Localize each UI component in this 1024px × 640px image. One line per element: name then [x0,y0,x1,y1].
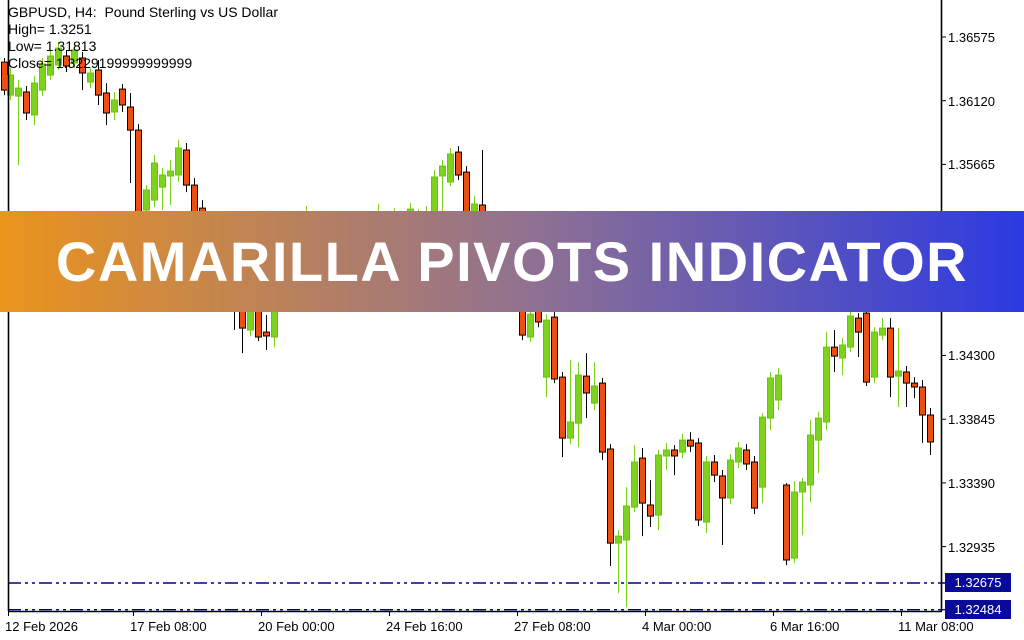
candle [143,185,150,215]
candle [863,310,870,386]
candle [831,330,838,372]
candle [63,50,70,72]
candle [671,445,678,476]
candle [159,168,166,210]
indicator-high-value: High= 1.3251 [8,21,92,37]
banner-title: CAMARILLA PIVOTS INDICATOR [55,230,969,293]
candle [743,444,750,470]
candle [919,380,926,443]
candle [807,420,814,503]
candle [463,166,470,217]
indicator-low-value: Low= 1.31813 [8,38,97,54]
candle [751,456,758,515]
candle [839,338,846,376]
candle [55,42,62,70]
candle [127,93,134,183]
candle [911,377,918,399]
candle [95,60,102,105]
candle [151,155,158,208]
candle [799,478,806,536]
candle [895,328,902,407]
candle [79,52,86,91]
candle [31,76,38,126]
chart-title: GBPUSD, H4: Pound Sterling vs US Dollar [8,4,278,20]
candle [695,438,702,526]
candle [871,327,878,384]
candle [183,143,190,193]
candle [167,160,174,205]
candle [111,92,118,120]
candle [639,448,646,537]
candle [927,408,934,455]
candle [607,444,614,566]
candle [847,311,854,352]
axis-ticks [8,36,946,616]
candle [735,442,742,469]
candle [71,45,78,69]
candle [103,83,110,126]
camarilla-banner: CAMARILLA PIVOTS INDICATOR [0,211,1024,312]
candle [87,68,94,89]
candle [823,332,830,431]
candle [903,366,910,407]
candle [447,148,454,187]
candle [1,58,8,96]
candle [783,483,790,566]
candle [591,362,598,411]
candle [263,315,270,350]
candle [623,487,630,608]
candle [47,50,54,80]
candle [855,313,862,357]
candle [775,368,782,411]
candle [175,140,182,182]
candle [687,432,694,453]
candle [575,362,582,448]
candle [815,412,822,474]
candle [479,150,486,217]
candle [727,454,734,504]
candle [887,318,894,398]
candle [711,455,718,483]
candle [647,480,654,527]
candle [119,84,126,112]
candle [431,170,438,215]
candle [527,310,534,343]
candle [583,353,590,419]
candle [15,80,22,166]
candle [759,413,766,504]
candle [719,470,726,545]
candle [559,372,566,458]
candle [679,434,686,459]
candle [663,443,670,470]
candle [439,160,446,212]
candle [791,481,798,564]
candle [39,58,46,97]
candle [631,445,638,512]
candle [655,450,662,531]
candle [7,68,14,100]
candle [879,318,886,341]
candle [567,360,574,445]
candle [543,314,550,398]
candle [23,86,30,120]
candle [135,124,142,216]
candle [551,312,558,384]
candle [767,372,774,431]
candle [455,146,462,181]
candle [703,456,710,533]
indicator-close-value: Close= 1.3229199999999999 [8,55,193,71]
ohlc-info-panel: GBPUSD, H4: Pound Sterling vs US Dollar … [8,4,278,72]
candle [599,378,606,461]
candle [615,530,622,594]
